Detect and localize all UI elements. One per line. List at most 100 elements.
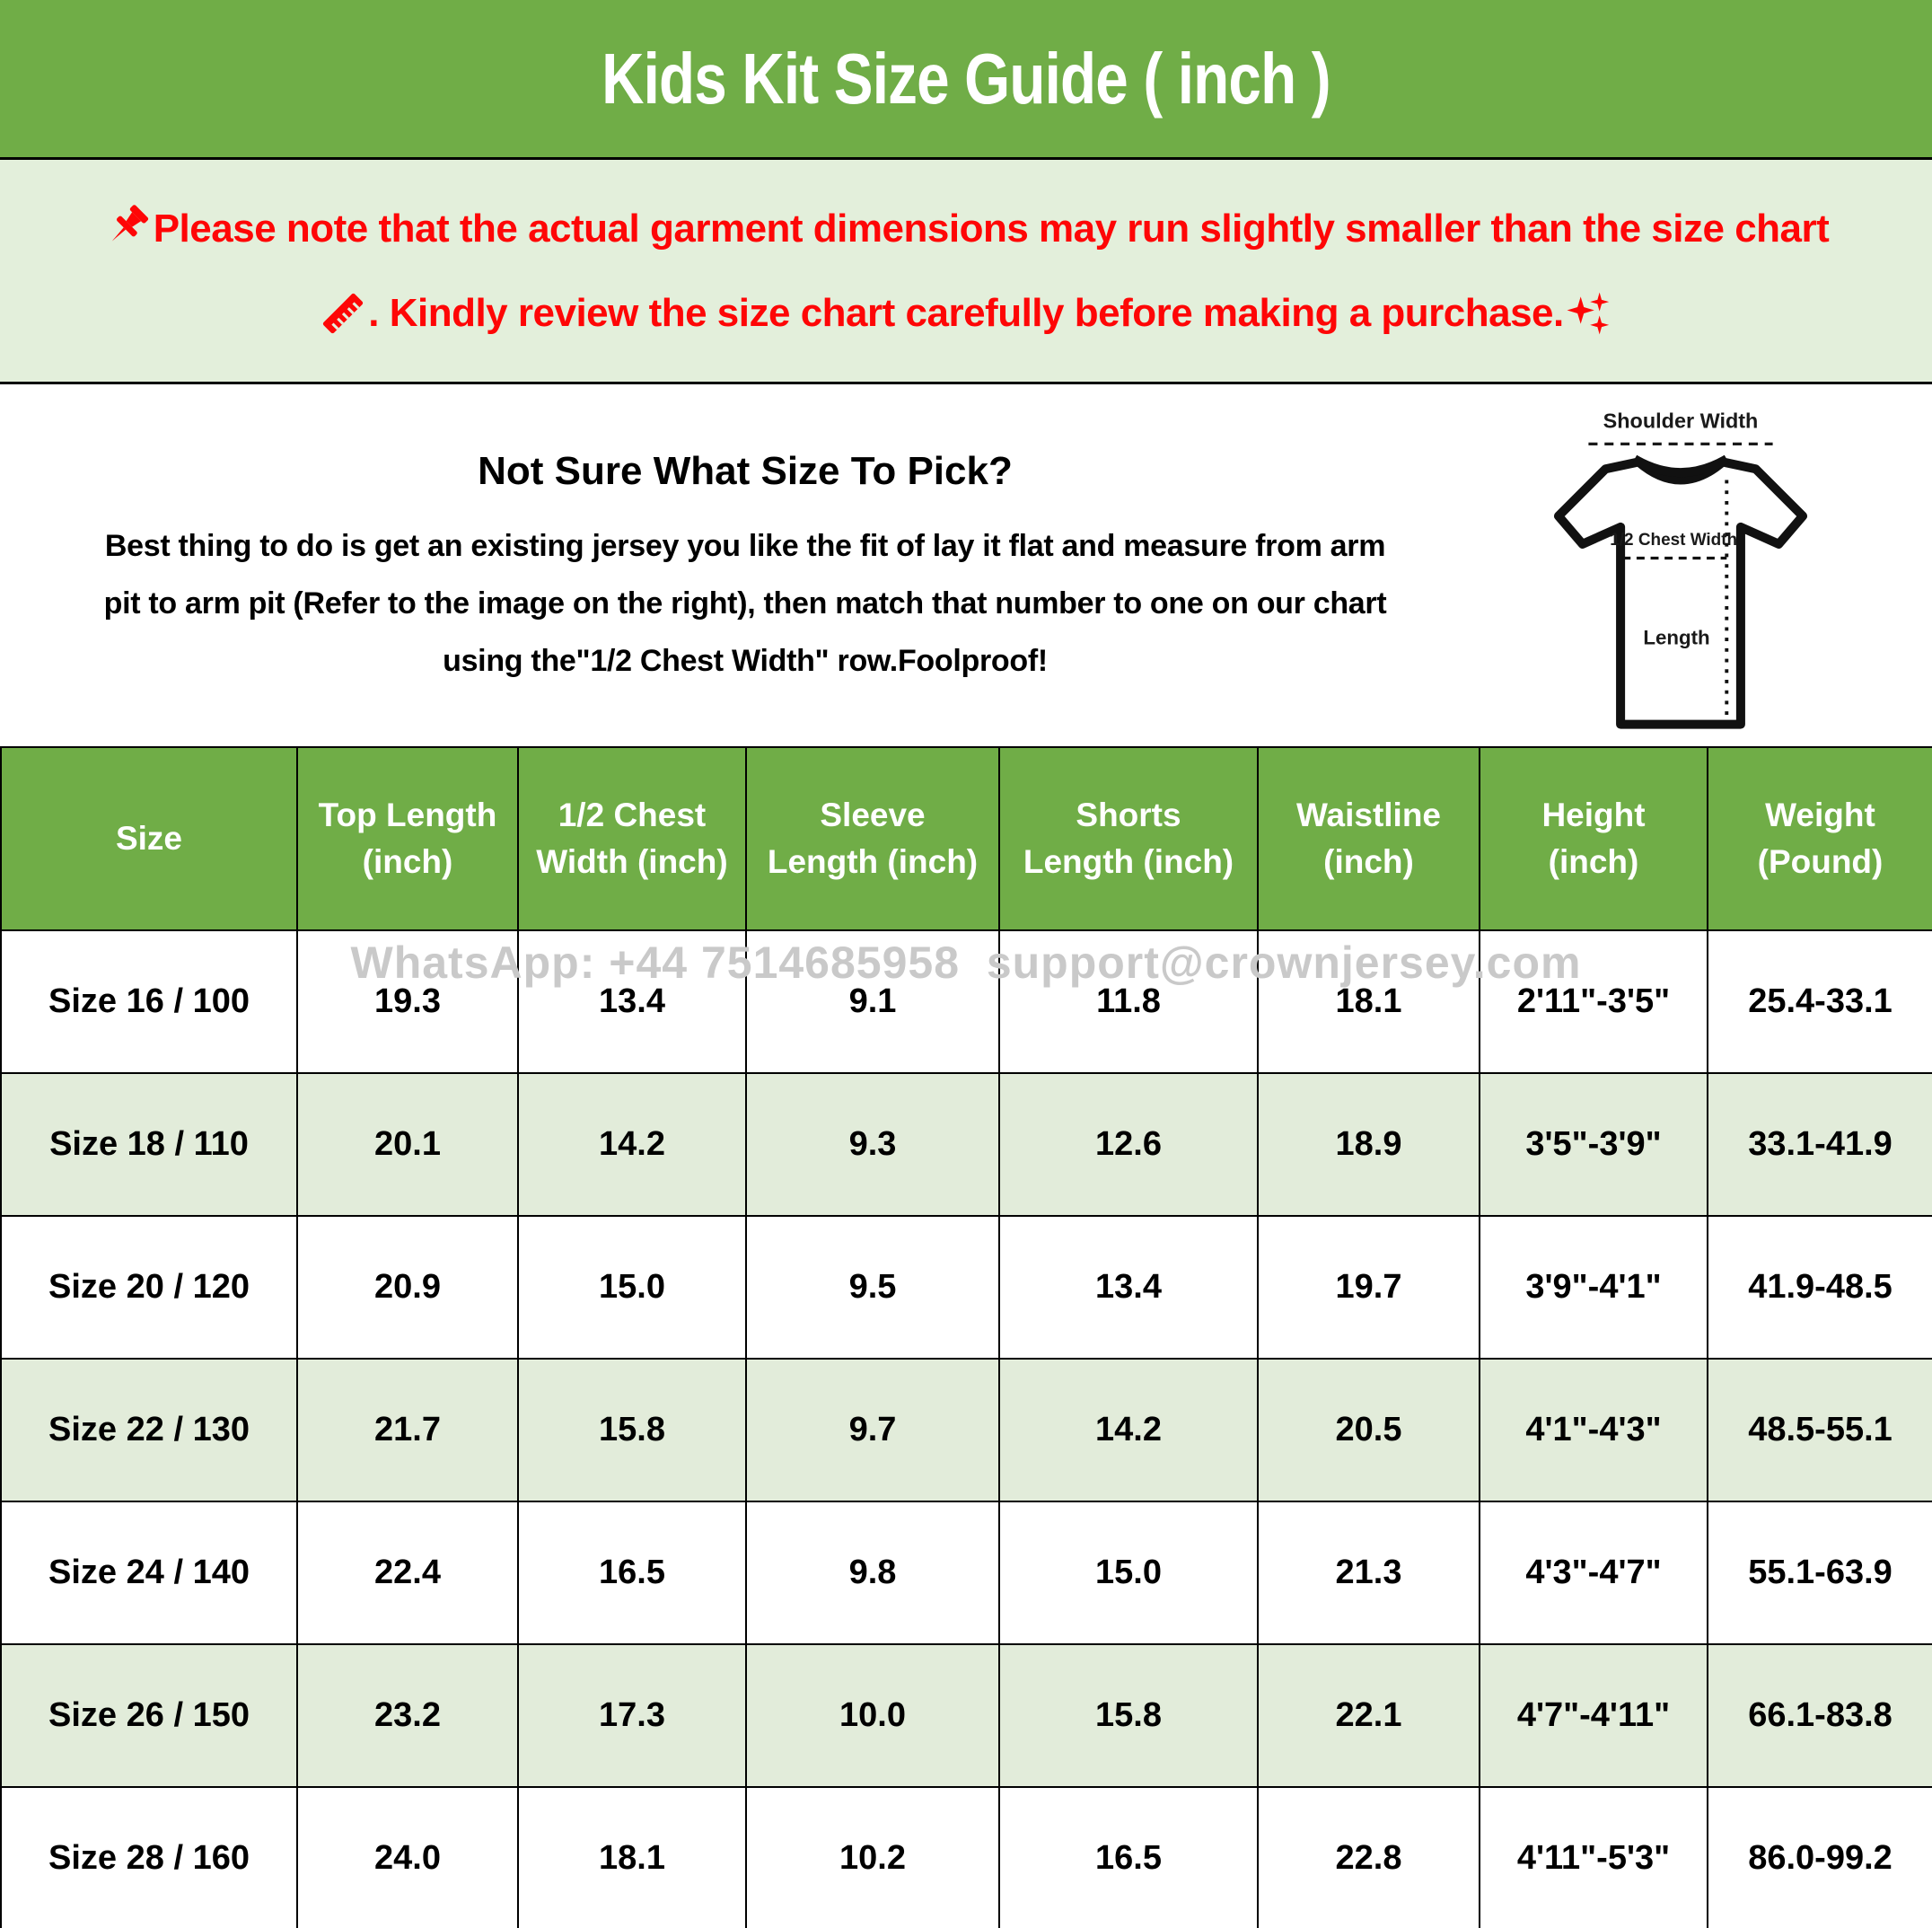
measurement-cell: 22.4	[296, 1501, 519, 1645]
header-label: (inch)	[1548, 843, 1639, 880]
header-label: Size	[115, 820, 183, 858]
notice-line-1: Please note that the actual garment dime…	[103, 204, 1830, 254]
size-chart-body: Size 16 / 100 19.3 13.4 9.1 11.8 18.1 2'11"-3'…	[0, 929, 1932, 1928]
header-label: Width (inch)	[536, 843, 728, 880]
size-chart-table: Size Top Length (inch) 1/2 Chest Width (in…	[0, 746, 1932, 1928]
header-row: Size Top Length (inch) 1/2 Chest Width (in…	[0, 746, 1932, 931]
pushpin-icon	[111, 204, 148, 241]
table-row: Size 22 / 130 21.7 15.8 9.7 14.2 20.5 4'1"-4'3…	[0, 1358, 1932, 1502]
measurement-cell: 19.7	[1257, 1215, 1480, 1360]
header-size: Size	[0, 746, 298, 931]
measurement-cell: 3'5"-3'9"	[1479, 1072, 1708, 1217]
header-sleeve-length: Sleeve Length (inch)	[745, 746, 1000, 931]
page-title: Kids Kit Size Guide ( inch )	[602, 38, 1331, 119]
header-label: Length (inch)	[1023, 843, 1234, 880]
fit-guide-text: Not Sure What Size To Pick? Best thing t…	[0, 384, 1490, 746]
size-cell: Size 28 / 160	[0, 1786, 298, 1928]
table-row: Size 26 / 150 23.2 17.3 10.0 15.8 22.1 4'7"-4'…	[0, 1643, 1932, 1788]
table-row: Size 28 / 160 24.0 18.1 10.2 16.5 22.8 4'11"-5…	[0, 1786, 1932, 1928]
ruler-icon	[323, 293, 364, 333]
tshirt-diagram: Shoulder Width 1/2 Chest Width Length	[1490, 384, 1912, 746]
size-chart-header: Size Top Length (inch) 1/2 Chest Width (in…	[0, 746, 1932, 931]
measurement-cell: 13.4	[517, 929, 747, 1074]
header-label: Waistline	[1295, 797, 1442, 834]
measurement-cell: 17.3	[517, 1643, 747, 1788]
measurement-cell: 55.1-63.9	[1707, 1501, 1932, 1645]
fit-guide-body-line: pit to arm pit (Refer to the image on th…	[103, 586, 1387, 621]
measurement-cell: 24.0	[296, 1786, 519, 1928]
measurement-cell: 20.5	[1257, 1358, 1480, 1502]
measurement-cell: 9.1	[745, 929, 1000, 1074]
measurement-cell: 4'11"-5'3"	[1479, 1786, 1708, 1928]
header-weight: Weight (Pound)	[1707, 746, 1932, 931]
notice-line-2: . Kindly review the size chart carefully…	[318, 288, 1614, 339]
measurement-cell: 20.1	[296, 1072, 519, 1217]
measurement-cell: 10.0	[745, 1643, 1000, 1788]
header-label: Height	[1541, 797, 1646, 834]
measurement-cell: 14.2	[517, 1072, 747, 1217]
measurement-cell: 25.4-33.1	[1707, 929, 1932, 1074]
sparkles-icon	[1567, 292, 1609, 334]
measurement-cell: 13.4	[998, 1215, 1259, 1360]
table-row: Size 24 / 140 22.4 16.5 9.8 15.0 21.3 4'3"-4'7…	[0, 1501, 1932, 1645]
size-cell: Size 26 / 150	[0, 1643, 298, 1788]
table-row: Size 18 / 110 20.1 14.2 9.3 12.6 18.9 3'5"-3'9…	[0, 1072, 1932, 1217]
notice-text-1: Please note that the actual garment dime…	[153, 206, 1830, 251]
title-bar: Kids Kit Size Guide ( inch )	[0, 0, 1932, 160]
fit-guide-body-line: using the"1/2 Chest Width" row.Foolproof…	[443, 644, 1048, 678]
size-cell: Size 24 / 140	[0, 1501, 298, 1645]
fit-guide-section: Not Sure What Size To Pick? Best thing t…	[0, 384, 1932, 746]
header-waistline: Waistline (inch)	[1257, 746, 1480, 931]
measurement-cell: 14.2	[998, 1358, 1259, 1502]
measurement-cell: 9.3	[745, 1072, 1000, 1217]
measurement-cell: 16.5	[998, 1786, 1259, 1928]
measurement-cell: 22.1	[1257, 1643, 1480, 1788]
measurement-cell: 21.3	[1257, 1501, 1480, 1645]
size-cell: Size 16 / 100	[0, 929, 298, 1074]
measurement-cell: 18.9	[1257, 1072, 1480, 1217]
header-label: Weight	[1765, 797, 1875, 834]
measurement-cell: 18.1	[517, 1786, 747, 1928]
measurement-cell: 23.2	[296, 1643, 519, 1788]
fit-guide-body-line: Best thing to do is get an existing jers…	[104, 529, 1386, 563]
measurement-cell: 4'7"-4'11"	[1479, 1643, 1708, 1788]
tshirt-measurement-illustration: Shoulder Width 1/2 Chest Width Length	[1553, 409, 1808, 729]
header-label: (inch)	[362, 843, 453, 880]
measurement-cell: 12.6	[998, 1072, 1259, 1217]
size-cell: Size 18 / 110	[0, 1072, 298, 1217]
measurement-cell: 33.1-41.9	[1707, 1072, 1932, 1217]
header-half-chest-width: 1/2 Chest Width (inch)	[517, 746, 747, 931]
measurement-cell: 48.5-55.1	[1707, 1358, 1932, 1502]
length-label: Length	[1643, 626, 1709, 648]
header-label: Length (inch)	[767, 843, 979, 880]
measurement-cell: 9.5	[745, 1215, 1000, 1360]
measurement-cell: 16.5	[517, 1501, 747, 1645]
measurement-cell: 4'1"-4'3"	[1479, 1358, 1708, 1502]
header-label: 1/2 Chest	[558, 797, 707, 834]
measurement-cell: 19.3	[296, 929, 519, 1074]
measurement-cell: 9.7	[745, 1358, 1000, 1502]
notice-text-2: . Kindly review the size chart carefully…	[368, 290, 1564, 335]
shoulder-width-label: Shoulder Width	[1603, 409, 1759, 433]
measurement-cell: 2'11"-3'5"	[1479, 929, 1708, 1074]
measurement-cell: 9.8	[745, 1501, 1000, 1645]
header-height: Height (inch)	[1479, 746, 1708, 931]
measurement-cell: 18.1	[1257, 929, 1480, 1074]
fit-guide-heading: Not Sure What Size To Pick?	[478, 449, 1013, 493]
measurement-cell: 11.8	[998, 929, 1259, 1074]
table-row: Size 20 / 120 20.9 15.0 9.5 13.4 19.7 3'9"-4'1…	[0, 1215, 1932, 1360]
measurement-cell: 10.2	[745, 1786, 1000, 1928]
header-top-length: Top Length (inch)	[296, 746, 519, 931]
measurement-cell: 4'3"-4'7"	[1479, 1501, 1708, 1645]
measurement-cell: 15.0	[517, 1215, 747, 1360]
measurement-cell: 21.7	[296, 1358, 519, 1502]
fit-guide-body: Best thing to do is get an existing jers…	[0, 517, 1490, 690]
measurement-cell: 15.8	[998, 1643, 1259, 1788]
header-shorts-length: Shorts Length (inch)	[998, 746, 1259, 931]
measurement-cell: 66.1-83.8	[1707, 1643, 1932, 1788]
header-label: Shorts	[1076, 797, 1181, 834]
measurement-cell: 20.9	[296, 1215, 519, 1360]
measurement-cell: 41.9-48.5	[1707, 1215, 1932, 1360]
measurement-cell: 86.0-99.2	[1707, 1786, 1932, 1928]
